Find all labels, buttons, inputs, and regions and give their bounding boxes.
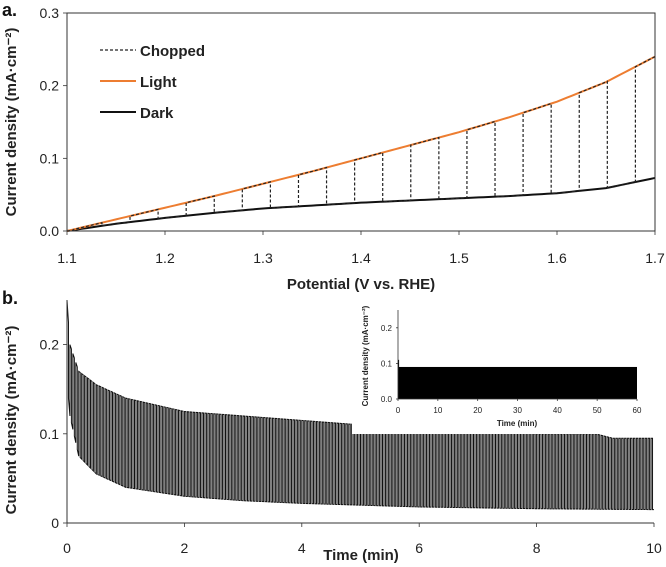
panel-b: b. 0 2 4 6 8 10 0 0.1 0.2 Time (min) Current de… (2, 288, 662, 564)
inset-x-tick-label: 30 (513, 406, 522, 415)
inset-background (352, 298, 648, 434)
panel-b-y-tick-label: 0 (51, 515, 59, 531)
panel-b-y-tick-label: 0.2 (40, 337, 60, 353)
panel-b-x-tick-label: 0 (63, 540, 71, 556)
inset-y-ticks: 0.0 0.1 0.2 (381, 324, 398, 404)
inset-x-tick-label: 0 (396, 406, 401, 415)
panel-a-y-axis-title: Current density (mA·cm⁻²) (3, 28, 20, 217)
panel-a-x-tick-label: 1.6 (547, 250, 567, 266)
panel-b-x-tick-label: 4 (298, 540, 306, 556)
panel-a: a. 1.1 1.2 1.3 1.4 1.5 1.6 1.7 0.0 0.1 0.2 0.3 Po… (2, 0, 665, 293)
inset-y-tick-label: 0.2 (381, 324, 393, 333)
panel-a-legend: Chopped Light Dark (100, 43, 205, 122)
panel-b-x-axis-title: Time (min) (323, 547, 399, 564)
inset-x-tick-label: 40 (553, 406, 562, 415)
panel-b-y-tick-label: 0.1 (40, 426, 60, 442)
inset-x-axis-title: Time (min) (497, 419, 538, 428)
inset-x-tick-label: 20 (473, 406, 482, 415)
panel-b-label: b. (2, 288, 18, 308)
panel-a-x-tick-label: 1.2 (155, 250, 175, 266)
panel-a-x-tick-label: 1.1 (57, 250, 77, 266)
panel-a-x-tick-label: 1.4 (351, 250, 371, 266)
panel-a-y-tick-label: 0.2 (40, 78, 60, 94)
panel-a-x-tick-label: 1.3 (253, 250, 273, 266)
panel-b-y-axis-title: Current density (mA·cm⁻²) (3, 326, 20, 515)
panel-b-x-tick-label: 8 (533, 540, 541, 556)
panel-a-chopped-series (66, 56, 656, 232)
panel-a-dark-series (66, 176, 656, 232)
chopped-transient-trace (66, 299, 655, 511)
panel-a-x-tick-label: 1.5 (449, 250, 469, 266)
inset-dense-oscillation (398, 366, 637, 399)
panel-a-y-tick-label: 0.0 (40, 223, 60, 239)
panel-b-x-tick-label: 6 (415, 540, 423, 556)
inset-y-tick-label: 0.0 (381, 395, 393, 404)
chopped-curve (66, 56, 656, 232)
panel-b-x-tick-label: 10 (646, 540, 662, 556)
panel-b-inset: 0 10 20 30 40 50 60 0.0 0.1 0.2 Time (min) Curre… (352, 298, 648, 434)
panel-b-x-ticks: 0 2 4 6 8 10 (63, 523, 662, 556)
panel-b-trace (66, 299, 655, 511)
inset-x-tick-label: 10 (433, 406, 442, 415)
panel-a-x-tick-label: 1.7 (645, 250, 665, 266)
inset-x-tick-label: 60 (633, 406, 642, 415)
inset-x-ticks: 0 10 20 30 40 50 60 (396, 399, 642, 415)
inset-y-tick-label: 0.1 (381, 359, 393, 368)
dark-curve (66, 176, 656, 232)
panel-a-y-tick-label: 0.1 (40, 150, 60, 166)
inset-trace (397, 359, 637, 399)
panel-b-x-tick-label: 2 (181, 540, 189, 556)
legend-dark-label: Dark (140, 105, 174, 122)
panel-a-x-ticks: 1.1 1.2 1.3 1.4 1.5 1.6 1.7 (57, 231, 665, 266)
panel-a-label: a. (2, 0, 17, 20)
panel-a-x-axis-title: Potential (V vs. RHE) (287, 276, 435, 293)
inset-x-tick-label: 50 (593, 406, 602, 415)
panel-a-y-ticks: 0.0 0.1 0.2 0.3 (40, 5, 67, 239)
panel-a-y-tick-label: 0.3 (40, 5, 60, 21)
legend-chopped-label: Chopped (140, 43, 205, 60)
legend-light-label: Light (140, 74, 177, 91)
inset-y-axis-title: Current density (mA·cm⁻²) (361, 305, 370, 406)
panel-b-y-ticks: 0 0.1 0.2 (40, 337, 67, 531)
